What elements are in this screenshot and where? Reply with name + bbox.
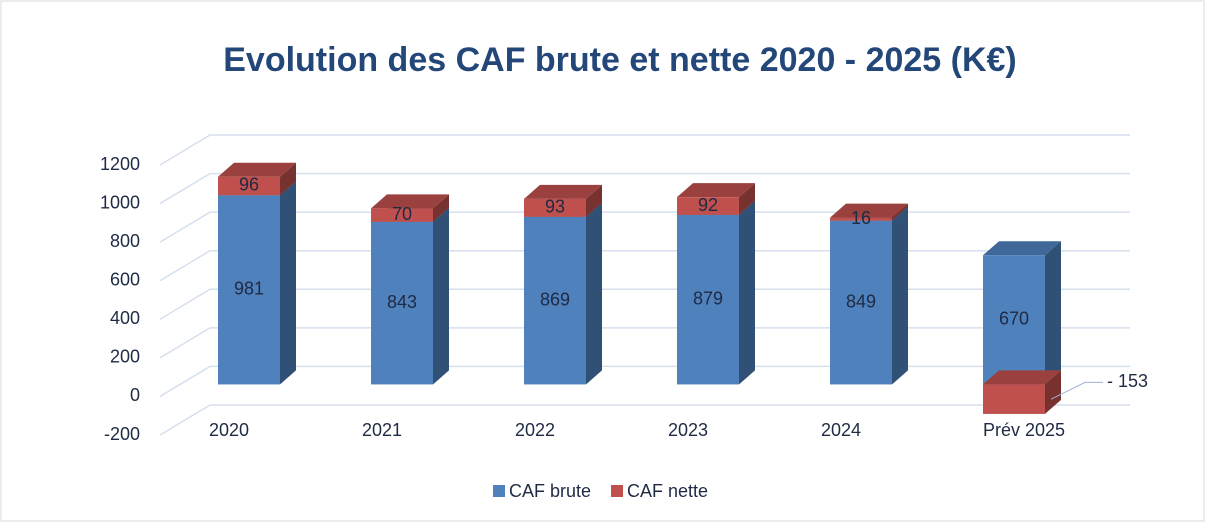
value-label: 843 — [387, 292, 417, 312]
value-label: 869 — [540, 289, 570, 309]
value-label: 879 — [693, 288, 723, 308]
bar-side — [892, 203, 908, 221]
bar — [524, 216, 586, 385]
grid-line — [159, 404, 1130, 436]
value-label: 96 — [239, 175, 259, 195]
bar — [371, 221, 433, 385]
bar-side — [1045, 370, 1061, 414]
bar — [677, 214, 739, 385]
grid-line — [159, 211, 1130, 243]
bar — [983, 384, 1045, 414]
bar — [677, 197, 739, 215]
x-tick-label: 2024 — [821, 420, 861, 440]
x-tick-label: 2021 — [362, 420, 402, 440]
bar — [218, 195, 280, 385]
value-label: 93 — [545, 197, 565, 217]
bar-side — [280, 162, 296, 196]
y-tick-label: 200 — [110, 347, 140, 367]
bar-side — [1045, 241, 1061, 385]
grid-line — [159, 172, 1130, 205]
y-tick-label: 800 — [110, 231, 140, 251]
grid-line — [159, 365, 1130, 398]
bar-side — [892, 206, 908, 385]
value-label: 981 — [234, 279, 264, 299]
value-label: 849 — [846, 291, 876, 311]
bar-top — [677, 183, 755, 198]
bar-side — [280, 181, 296, 385]
bar-top — [983, 370, 1061, 385]
x-tick-label: 2022 — [515, 420, 555, 440]
bar — [830, 220, 892, 385]
y-tick-label: 400 — [110, 308, 140, 328]
grid-line — [159, 249, 1130, 282]
y-tick-label: 1000 — [100, 192, 140, 212]
legend-label: CAF brute — [509, 481, 591, 501]
bar-top — [218, 162, 296, 177]
grid-line — [159, 134, 1130, 166]
bar-side — [739, 183, 755, 215]
y-tick-label: 1200 — [100, 154, 140, 174]
y-tick-label: 0 — [130, 385, 140, 405]
chart-title: Evolution des CAF brute et nette 2020 - … — [223, 41, 1017, 79]
x-tick-label: 2023 — [668, 420, 708, 440]
x-tick-label: Prév 2025 — [983, 420, 1065, 440]
bar — [524, 198, 586, 217]
bar-top — [371, 194, 449, 209]
bar-top — [524, 184, 602, 199]
bar-top — [983, 241, 1061, 256]
value-label: 16 — [851, 208, 871, 228]
leader-line — [1050, 381, 1103, 400]
y-tick-label: 600 — [110, 269, 140, 289]
bar — [983, 255, 1045, 385]
value-label: 670 — [999, 309, 1029, 329]
legend-swatch — [611, 485, 624, 497]
grid-line — [159, 327, 1130, 359]
legend: CAF brute CAF nette — [493, 481, 708, 501]
bar-top — [830, 203, 908, 218]
legend-label: CAF nette — [627, 481, 708, 501]
y-tick-label: -200 — [104, 424, 140, 444]
value-label: - 153 — [1107, 371, 1148, 391]
bar — [371, 208, 433, 222]
x-tick-label: 2020 — [209, 420, 249, 440]
bar-side — [586, 184, 602, 217]
value-label: 70 — [392, 204, 412, 224]
bar-side — [586, 202, 602, 385]
bar — [218, 176, 280, 196]
bar — [830, 217, 892, 221]
bar-side — [739, 200, 755, 385]
bar-side — [433, 194, 449, 222]
value-label: 92 — [698, 195, 718, 215]
bar-side — [433, 207, 449, 385]
grid-line — [159, 288, 1130, 320]
legend-swatch — [493, 485, 505, 497]
